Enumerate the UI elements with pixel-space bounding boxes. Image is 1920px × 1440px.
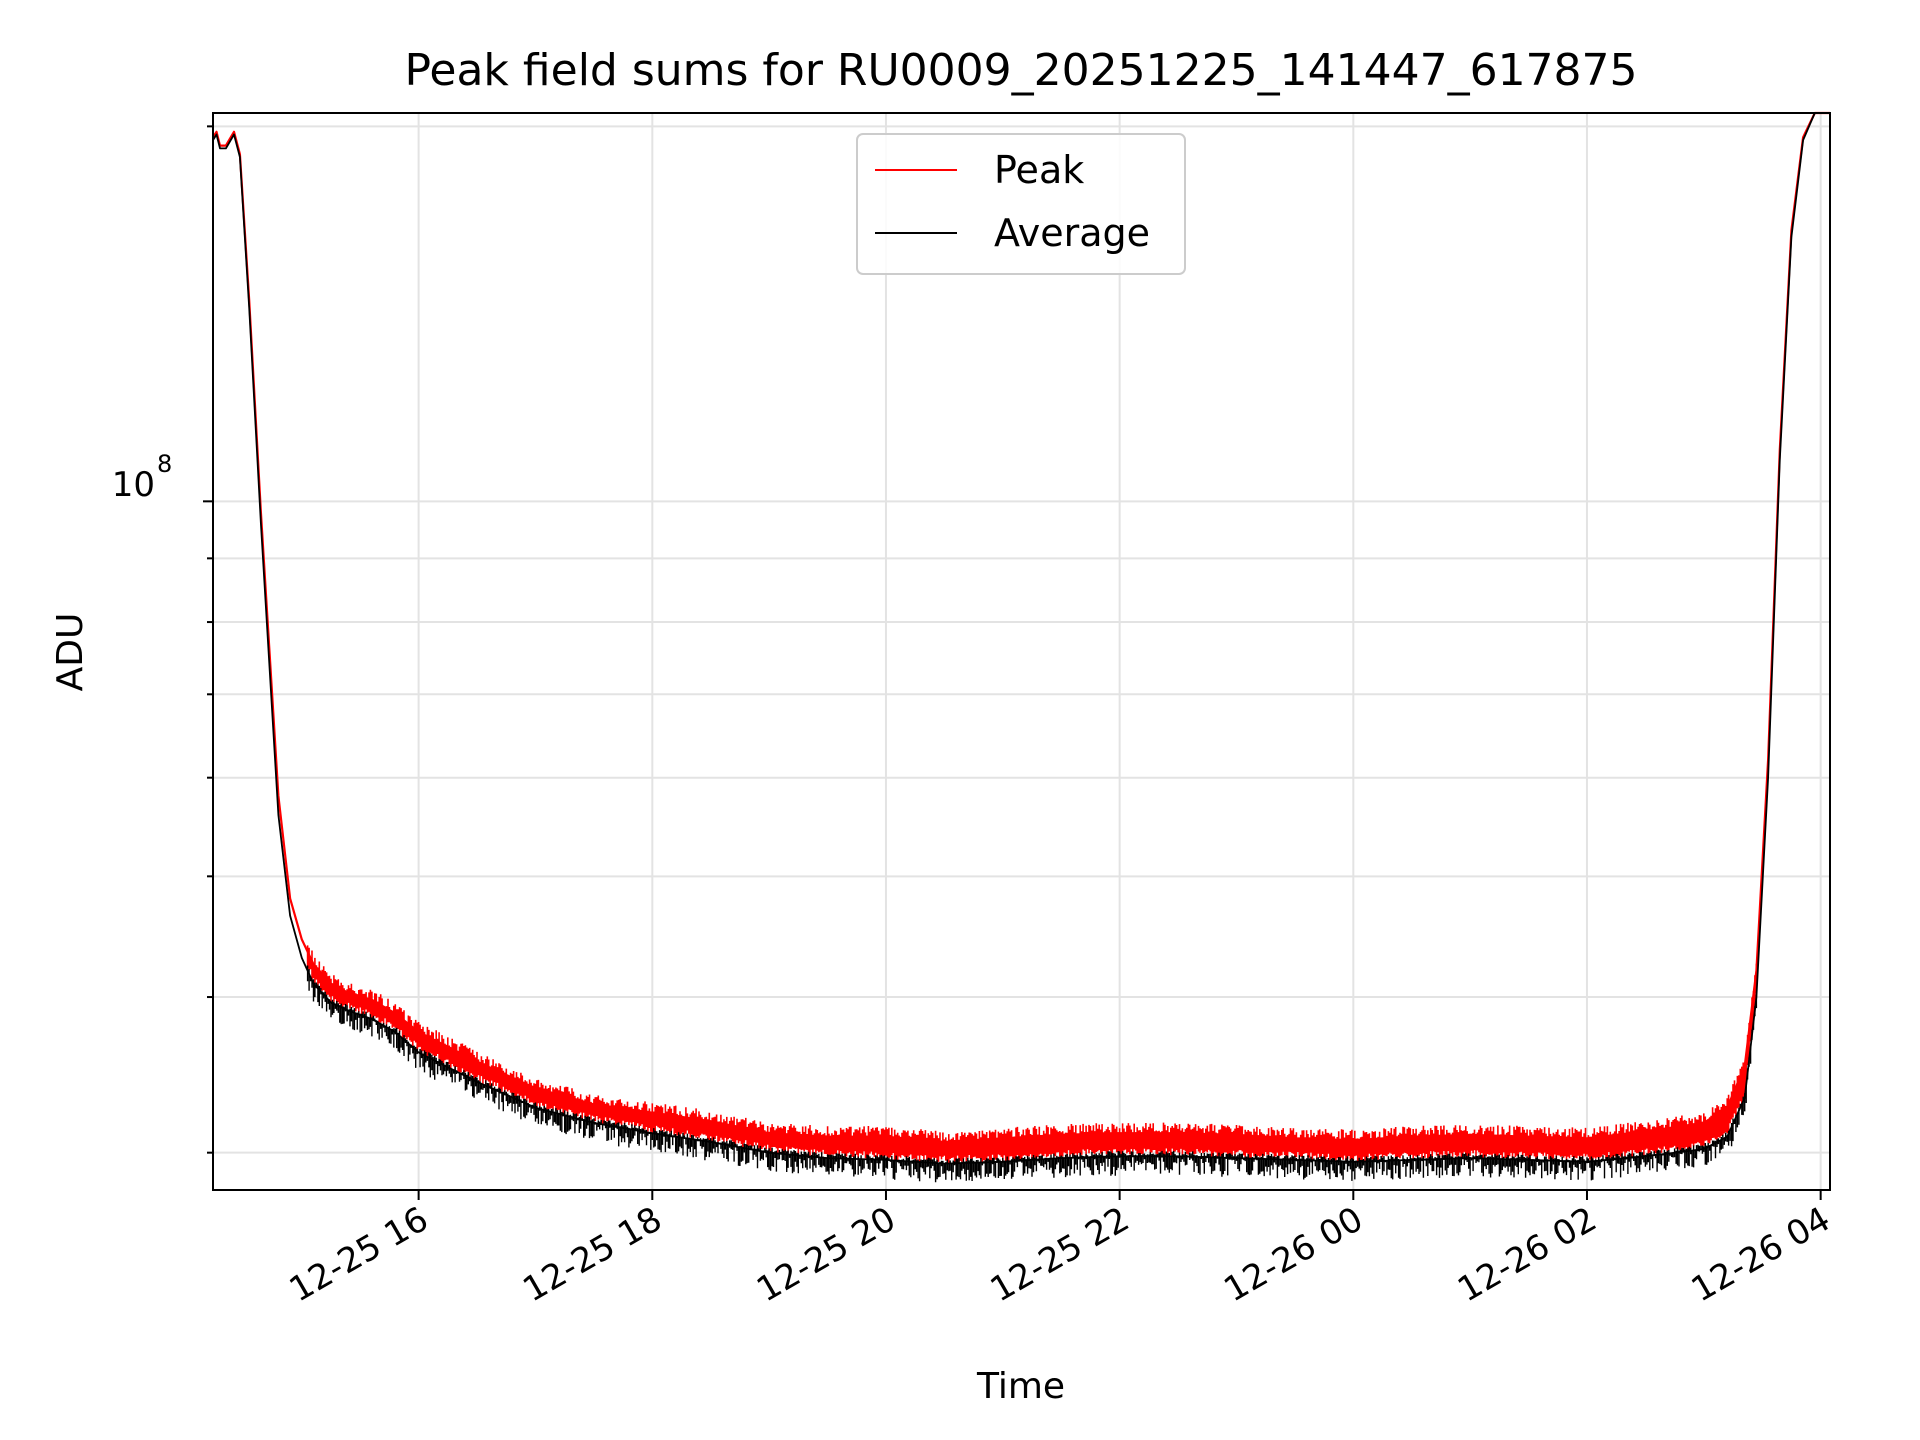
y-axis-label: ADU xyxy=(50,613,91,692)
series-line-average xyxy=(212,112,1830,1165)
y-tick-exponent: 8 xyxy=(157,450,172,478)
legend: Peak Average xyxy=(856,133,1186,275)
legend-label-peak: Peak xyxy=(994,148,1084,192)
grid xyxy=(213,113,1830,1190)
legend-label-average: Average xyxy=(994,211,1150,255)
peak-noise-band xyxy=(306,945,1758,1164)
plot-frame xyxy=(212,112,1831,1191)
series-lines xyxy=(212,111,1830,1165)
y-tick-base: 10 xyxy=(112,465,155,505)
y-major-tick-label: 10 8 xyxy=(112,450,173,505)
series-line-peak xyxy=(212,111,1830,1144)
y-axis-ticks xyxy=(203,125,213,1154)
x-axis-label: Time xyxy=(976,1366,1065,1407)
chart-title: Peak field sums for RU0009_20251225_1414… xyxy=(404,45,1637,96)
